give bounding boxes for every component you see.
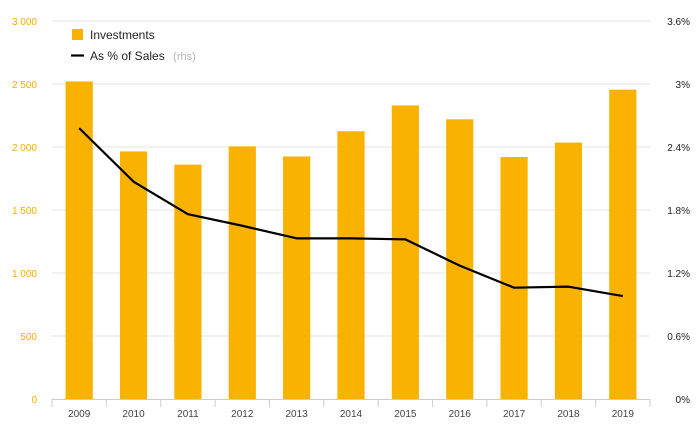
bar-2014 bbox=[337, 131, 365, 399]
y-left-tick-label: 3 000 bbox=[12, 17, 37, 28]
x-tick-label: 2018 bbox=[557, 409, 580, 420]
x-tick-label: 2014 bbox=[340, 409, 363, 420]
bar-2016 bbox=[446, 119, 474, 399]
line-series-pct-sales bbox=[78, 127, 624, 298]
x-tick-label: 2019 bbox=[612, 409, 635, 420]
y-left-tick-label: 1 500 bbox=[12, 206, 37, 217]
axes: 2009 2010 2011 2012 2013 2014 2015 2016 2017 2018… bbox=[12, 17, 690, 420]
x-tick-label: 2015 bbox=[394, 409, 417, 420]
bar-series-investments bbox=[65, 81, 637, 400]
x-tick-label: 2011 bbox=[177, 409, 199, 420]
bar-2018 bbox=[554, 142, 583, 399]
y-left-tick-label: 1 000 bbox=[12, 269, 37, 280]
bar-2009 bbox=[65, 81, 93, 399]
legend-label-pct-sales: As % of Sales (rhs) bbox=[90, 47, 196, 64]
x-tick-label: 2013 bbox=[286, 409, 309, 420]
y-right-tick-label: 3.6% bbox=[667, 17, 690, 28]
y-right-tick-label: 1.2% bbox=[667, 269, 690, 280]
y-left-tick-label: 0 bbox=[31, 395, 37, 406]
y-left-tick-label: 2 500 bbox=[12, 80, 37, 91]
legend-label-pct-sales-main: As % of Sales bbox=[90, 49, 165, 63]
bar-2012 bbox=[228, 146, 256, 399]
y-right-tick-label: 2.4% bbox=[667, 143, 690, 154]
legend-label-investments: Investments bbox=[90, 28, 155, 42]
bar-2010 bbox=[119, 151, 148, 399]
bar-2017 bbox=[500, 157, 528, 399]
y-right-tick-label: 3% bbox=[676, 80, 691, 91]
x-tick-label: 2010 bbox=[122, 409, 145, 420]
y-left-tick-label: 500 bbox=[20, 332, 37, 343]
y-left-tick-label: 2 000 bbox=[12, 143, 37, 154]
x-tick-label: 2012 bbox=[231, 409, 254, 420]
bar-2013 bbox=[283, 156, 311, 399]
x-tick-label: 2009 bbox=[68, 409, 91, 420]
x-tick-label: 2016 bbox=[449, 409, 472, 420]
legend-swatch-investments bbox=[72, 29, 83, 40]
bar-2019 bbox=[609, 89, 637, 400]
x-tick-label: 2017 bbox=[503, 409, 526, 420]
bar-2015 bbox=[391, 105, 419, 400]
y-right-tick-label: 1.8% bbox=[667, 206, 690, 217]
y-right-tick-label: 0.6% bbox=[667, 332, 690, 343]
legend-label-pct-sales-suffix: (rhs) bbox=[173, 51, 196, 63]
y-right-tick-label: 0% bbox=[676, 395, 691, 406]
bar-2011 bbox=[174, 164, 202, 399]
legend: Investments As % of Sales (rhs) bbox=[71, 28, 196, 64]
